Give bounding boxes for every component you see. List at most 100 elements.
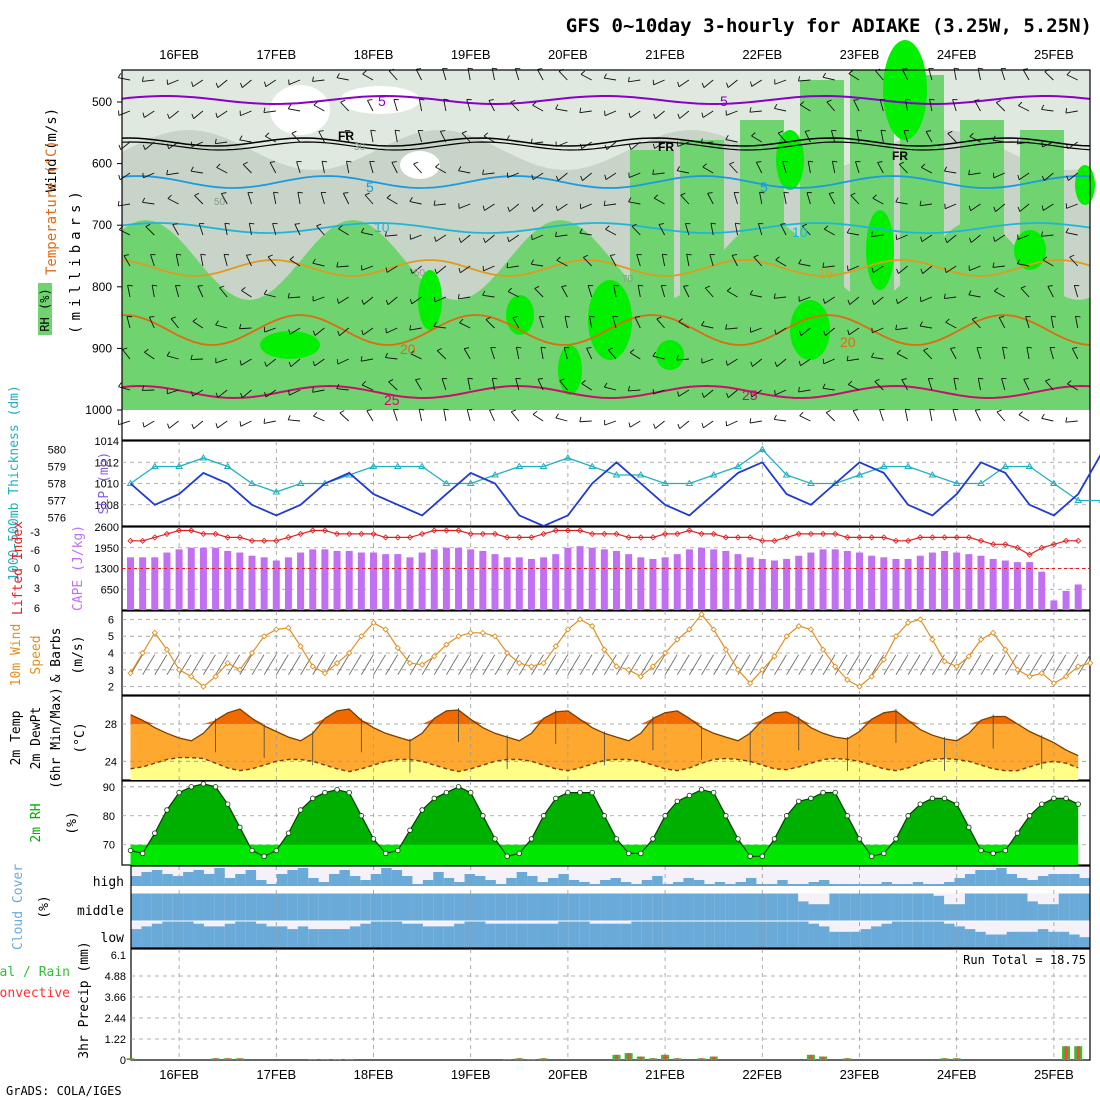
cloud-cell-bg <box>756 866 768 886</box>
temp-contour-15 <box>121 259 1091 277</box>
wind-barb <box>994 290 1006 298</box>
wind-barb-flag <box>1026 346 1032 349</box>
cloud-cell <box>620 923 632 948</box>
wind-barb-flag <box>313 412 318 417</box>
rh2m-point <box>1051 795 1057 802</box>
wind-barb <box>265 79 277 87</box>
li-point <box>674 530 681 537</box>
wind-barb-flag <box>683 285 689 287</box>
rh2m-point <box>1002 847 1008 854</box>
rh2m-fill-low <box>130 844 1079 865</box>
wind10-point <box>479 629 486 636</box>
rh2m-point <box>152 830 158 836</box>
wind-barb <box>1045 380 1054 391</box>
cloud-cell <box>370 921 382 948</box>
cloud-cell <box>266 884 278 886</box>
cloud-cell <box>610 893 622 921</box>
li-point <box>224 534 231 541</box>
cape-bar <box>491 554 499 610</box>
wind-barb-flag <box>200 253 206 256</box>
rh2m-point <box>783 813 790 819</box>
wind-barb <box>118 386 131 391</box>
wind10-barb <box>433 654 447 675</box>
li-point <box>443 527 450 534</box>
rh2m-point <box>297 807 304 813</box>
wind-barb-flag <box>680 192 686 196</box>
cloud-cell <box>839 931 851 948</box>
wind-barb-flag <box>117 200 120 207</box>
cloud-cell <box>141 872 153 886</box>
cape-bar <box>746 557 754 610</box>
li-point <box>589 530 596 537</box>
cloud-cell <box>474 893 486 921</box>
wind-barb <box>215 141 228 145</box>
wind-barb <box>175 285 180 298</box>
wind10-point <box>370 619 377 626</box>
wind-barb-flag <box>419 408 425 411</box>
date-label-top: 17FEB <box>256 47 296 62</box>
wind-barb-flag <box>516 346 522 349</box>
wind-barb-flag <box>751 132 756 137</box>
rh2m-point <box>249 847 255 854</box>
wind-barb-flag <box>822 383 826 389</box>
date-label-top: 18FEB <box>354 47 394 62</box>
wind-barb <box>996 411 1006 422</box>
li-point <box>929 534 936 541</box>
wind-barb-flag <box>172 223 178 226</box>
wind10-barb <box>822 654 836 675</box>
wind-barb-flag <box>194 192 200 196</box>
cloud-cell <box>850 893 862 921</box>
wind-barb <box>686 254 690 267</box>
wind-barb <box>998 317 1006 329</box>
wind-barb-flag <box>945 318 950 323</box>
cape-bar <box>515 557 523 610</box>
thickness-point <box>296 479 305 486</box>
cloud-cell <box>547 893 559 921</box>
wind-barb-flag <box>492 377 498 380</box>
cloud-cell <box>829 884 841 886</box>
wind-barb-flag <box>895 197 899 203</box>
wind10-point <box>990 629 997 636</box>
wind-barb <box>629 172 641 178</box>
thickness-point <box>661 479 669 486</box>
date-label-bottom: 24FEB <box>937 1067 977 1082</box>
wind-barb-flag <box>871 267 874 273</box>
wind-barb-flag <box>141 385 145 391</box>
rh-label-50: 50 <box>214 197 226 208</box>
li-ylabel: Lifted Index <box>11 521 26 615</box>
wind-barb <box>992 265 1005 268</box>
wind-barb-flag <box>273 191 279 194</box>
wind-barb-flag <box>658 223 664 225</box>
date-label-bottom: 17FEB <box>256 1067 296 1082</box>
cloud-cell-bg <box>808 866 820 886</box>
rh2m-series <box>127 781 1081 865</box>
wind10-point <box>406 659 414 667</box>
precip-bar-convective <box>226 1058 230 1060</box>
cape-bars <box>127 546 1082 610</box>
cloud-cell <box>579 882 591 886</box>
wind-barb <box>410 353 422 360</box>
wind-barb <box>288 296 301 299</box>
rh2m-point <box>929 795 936 802</box>
wind-barb <box>264 293 276 298</box>
wind-barb-flag <box>926 130 932 132</box>
wind-barb-flag <box>856 129 862 132</box>
cape-bar <box>649 558 657 610</box>
cloud-cell <box>485 880 497 886</box>
li-point <box>419 530 426 537</box>
li-point <box>504 534 511 541</box>
wind-barb-flag <box>1065 417 1068 423</box>
wind-barb-flag <box>263 107 266 113</box>
cloud-cell <box>547 878 559 886</box>
li-point <box>710 530 717 537</box>
wind-barb-flag <box>461 130 467 134</box>
precip-panel: 6.14.883.662.441.220 Run Total = 18.75 T… <box>0 941 1091 1067</box>
wind-barb <box>774 296 787 299</box>
wind-barb <box>441 378 447 391</box>
wind-barb <box>436 265 447 274</box>
wind-barb <box>198 223 204 236</box>
cloud-cell <box>214 868 226 886</box>
wind10-barb <box>725 654 739 675</box>
cloud-ylabel: Cloud Cover <box>11 864 26 950</box>
wind-barb-flag <box>264 392 267 398</box>
